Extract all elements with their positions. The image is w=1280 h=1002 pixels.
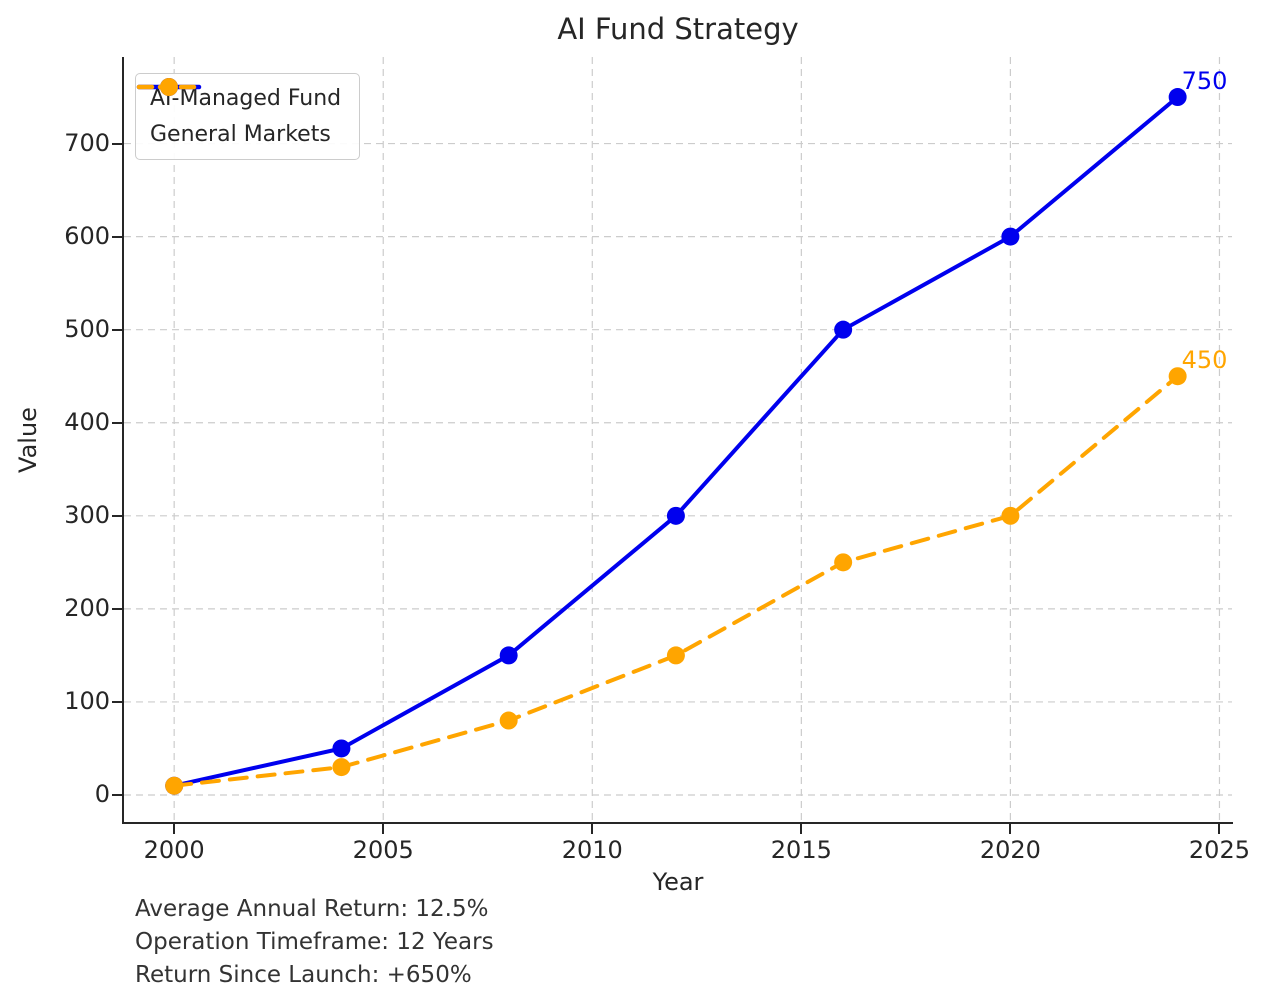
y-tick-600: [112, 235, 122, 238]
x-tick-label-2005: 2005: [352, 836, 414, 864]
footer-average-annual-return: Average Annual Return: 12.5%: [135, 896, 489, 922]
y-tick-label-0: 0: [94, 780, 110, 808]
x-axis-label: Year: [652, 868, 704, 896]
x-tick-label-2010: 2010: [561, 836, 623, 864]
y-tick-400: [112, 421, 122, 424]
chart-title: AI Fund Strategy: [557, 12, 799, 46]
y-tick-100: [112, 700, 122, 703]
x-tick-2005: [382, 824, 385, 834]
y-tick-500: [112, 328, 122, 331]
legend-label-ai-managed-fund: AI-Managed Fund: [150, 86, 342, 111]
x-tick-label-2025: 2025: [1188, 836, 1250, 864]
marker-series1-2000: [165, 776, 184, 795]
x-tick-2020: [1009, 824, 1012, 834]
x-axis-spine: [122, 822, 1233, 824]
y-tick-label-300: 300: [64, 500, 110, 529]
marker-series1-2004: [332, 758, 351, 777]
marker-series1-2024: [1168, 367, 1187, 386]
y-tick-label-200: 200: [64, 593, 110, 622]
marker-series0-2004: [332, 739, 351, 758]
y-tick-0: [112, 794, 122, 796]
legend: AI-Managed Fund General Markets: [135, 73, 361, 160]
y-tick-label-500: 500: [64, 314, 110, 343]
x-tick-2010: [591, 824, 594, 834]
legend-label-general-markets: General Markets: [150, 122, 331, 147]
y-tick-700: [112, 142, 122, 145]
marker-series0-2024: [1168, 88, 1187, 107]
y-axis-spine: [122, 57, 124, 824]
end-label-series1: 450: [1181, 346, 1228, 375]
x-tick-2015: [800, 824, 803, 834]
y-tick-label-600: 600: [64, 221, 110, 250]
marker-series1-2016: [834, 553, 853, 572]
plot-area: AI-Managed Fund General Markets: [124, 57, 1232, 822]
y-tick-300: [112, 514, 122, 517]
marker-series1-2012: [666, 646, 685, 665]
series-line-1: [172, 374, 1180, 788]
marker-series0-2020: [1001, 227, 1020, 246]
x-tick-2025: [1218, 824, 1221, 834]
series-line-0: [172, 95, 1180, 788]
y-tick-label-400: 400: [64, 407, 110, 436]
marker-series0-2008: [499, 646, 518, 665]
marker-series1-2020: [1001, 506, 1020, 525]
plot-canvas: [124, 57, 1232, 822]
marker-series0-2012: [666, 506, 685, 525]
footer-operation-timeframe: Operation Timeframe: 12 Years: [135, 929, 494, 955]
x-tick-label-2020: 2020: [979, 836, 1041, 864]
legend-sample-general-markets: [136, 78, 202, 96]
y-tick-label-700: 700: [64, 128, 110, 157]
stats-footer: Average Annual Return: 12.5% Operation T…: [135, 893, 494, 992]
x-tick-2000: [173, 824, 176, 834]
marker-series1-2008: [499, 711, 518, 730]
legend-item-general-markets: General Markets: [136, 78, 341, 149]
footer-return-since-launch: Return Since Launch: +650%: [135, 962, 472, 988]
marker-series0-2016: [834, 320, 853, 339]
x-tick-label-2000: 2000: [143, 836, 205, 864]
legend-marker-sample: [160, 78, 178, 96]
x-tick-label-2015: 2015: [770, 836, 832, 864]
y-tick-200: [112, 607, 122, 610]
y-tick-label-100: 100: [64, 686, 110, 715]
end-label-series0: 750: [1181, 67, 1228, 96]
